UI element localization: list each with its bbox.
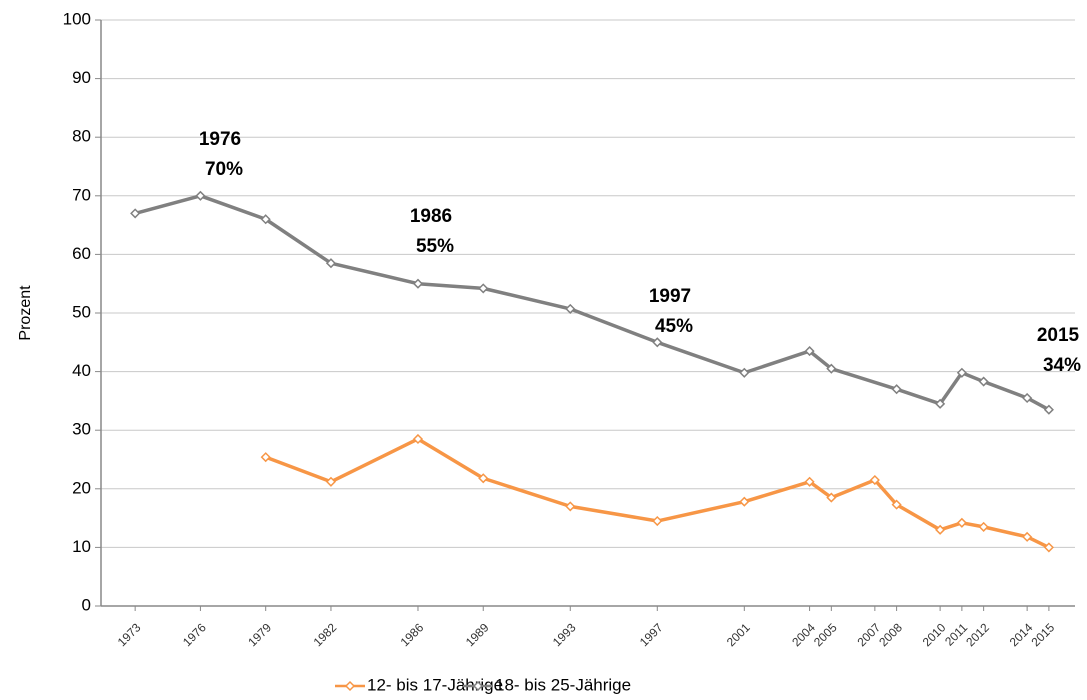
y-tick-label: 50 [72, 302, 91, 321]
x-tick-label: 2014 [1007, 620, 1036, 649]
y-tick-label: 100 [63, 9, 91, 28]
marker [1022, 392, 1033, 404]
marker [1043, 542, 1054, 553]
x-tick-label: 1993 [550, 620, 579, 649]
marker [565, 303, 576, 314]
annotation: 1986 [410, 206, 452, 227]
y-tick-label: 0 [82, 595, 91, 614]
marker [826, 363, 837, 374]
x-tick-label: 2015 [1028, 620, 1057, 649]
marker [1043, 404, 1054, 415]
y-tick-label: 30 [72, 420, 91, 439]
annotation: 1997 [649, 286, 691, 307]
annotation: 2015 [1037, 325, 1080, 346]
marker [956, 367, 967, 378]
x-tick-label: 1973 [115, 620, 144, 649]
marker [325, 258, 337, 269]
y-tick-label: 40 [72, 361, 91, 380]
marker [260, 452, 271, 463]
annotation: 55% [416, 236, 454, 257]
marker [652, 515, 663, 527]
series-line [134, 194, 1050, 412]
y-tick-label: 10 [72, 537, 91, 556]
marker [935, 398, 946, 409]
marker [804, 476, 815, 487]
x-tick-label: 2011 [942, 620, 970, 648]
marker [891, 499, 902, 510]
marker [260, 214, 271, 225]
marker [869, 474, 880, 486]
x-tick-label: 2004 [789, 620, 818, 649]
marker [412, 433, 424, 445]
x-tick-label: 2001 [724, 620, 753, 649]
marker [478, 473, 489, 484]
x-tick-label: 1997 [637, 620, 666, 649]
annotation: 70% [205, 159, 243, 180]
marker [412, 278, 424, 289]
marker [325, 476, 337, 487]
marker [739, 367, 750, 378]
x-tick-label: 2010 [920, 620, 949, 649]
x-tick-label: 1986 [398, 620, 427, 649]
x-tick-label: 2005 [811, 620, 840, 649]
x-tick-label: 1979 [245, 620, 274, 649]
y-tick-label: 80 [72, 127, 91, 146]
y-axis-label: Prozent [17, 285, 34, 341]
x-tick-label: 1976 [180, 620, 209, 649]
y-tick-label: 90 [72, 68, 91, 87]
marker [978, 521, 989, 532]
x-tick-label: 2008 [876, 620, 905, 649]
annotation: 45% [655, 316, 693, 337]
legend-marker [472, 680, 484, 692]
annotation: 34% [1043, 355, 1081, 376]
marker [826, 492, 837, 503]
marker [891, 384, 902, 395]
legend-marker [344, 680, 356, 692]
marker [1022, 531, 1033, 542]
y-tick-label: 70 [72, 185, 91, 204]
marker [652, 337, 663, 348]
annotation: 1976 [199, 129, 241, 150]
legend-label: 12- bis 17-Jährige [367, 675, 503, 694]
marker [978, 376, 989, 387]
marker [804, 346, 815, 357]
marker [478, 283, 489, 294]
marker [935, 524, 946, 535]
y-tick-label: 20 [72, 478, 91, 497]
x-tick-label: 1989 [463, 620, 492, 649]
legend-label: 18- bis 25-Jährige [495, 675, 631, 694]
marker [195, 190, 206, 201]
x-tick-label: 1982 [311, 620, 340, 649]
marker [956, 517, 967, 528]
marker [565, 501, 576, 512]
series-line [265, 437, 1050, 549]
x-tick-label: 2012 [963, 620, 992, 649]
x-tick-label: 2007 [854, 620, 883, 649]
marker [130, 208, 141, 219]
y-tick-label: 60 [72, 244, 91, 263]
marker [739, 496, 750, 507]
